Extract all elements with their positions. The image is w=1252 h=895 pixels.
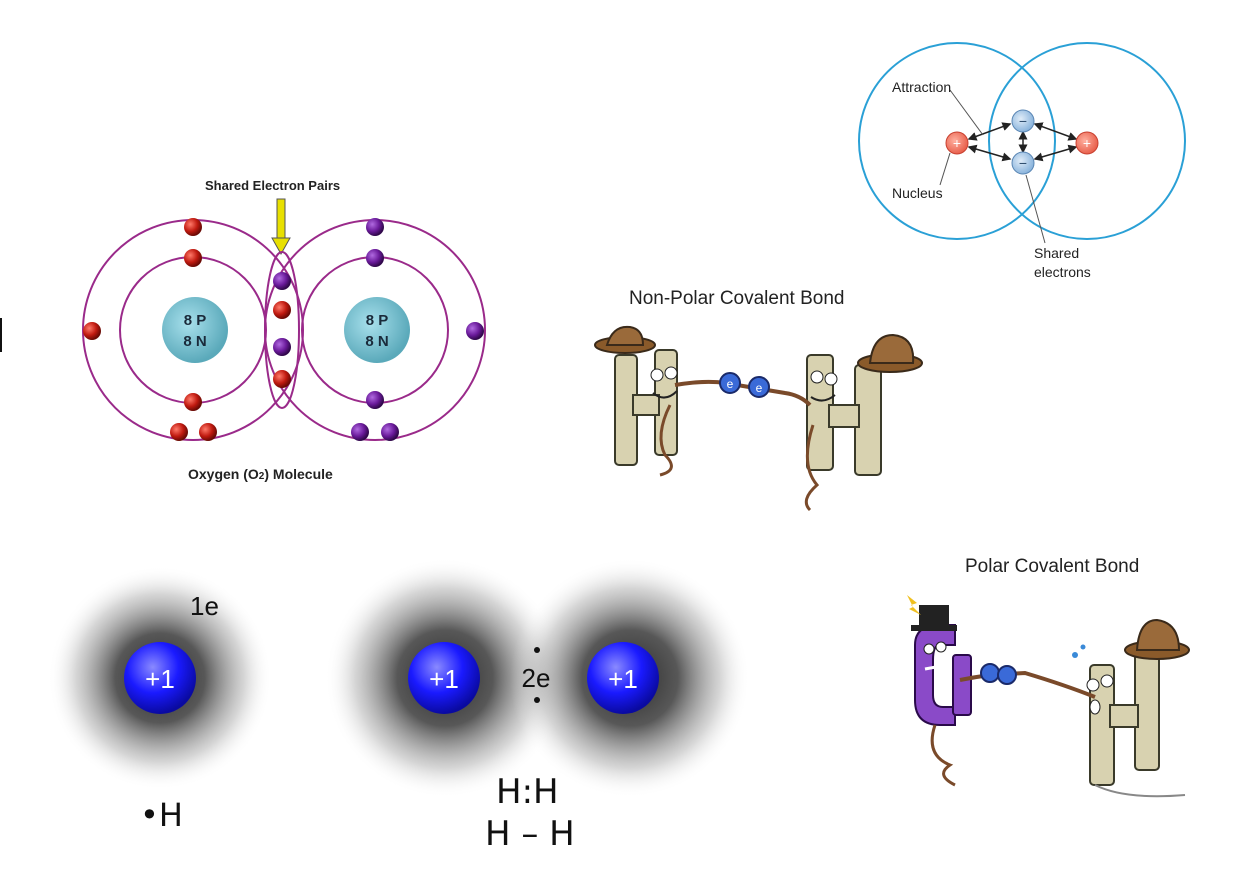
h2-right-nucleus	[587, 642, 659, 714]
attraction-label: Attraction	[892, 79, 952, 95]
electron-2-label: e	[756, 381, 763, 395]
shared-electron-pairs-label: Shared Electron Pairs	[205, 178, 341, 193]
oxygen-svg: 8 P 8 N 8 P 8 N	[82, 198, 486, 441]
polar-cartoon	[907, 595, 1190, 798]
electron-2	[748, 376, 770, 398]
polar-title: Polar Covalent Bond	[965, 556, 1140, 577]
nonpolar-cartoon: e e	[594, 325, 923, 512]
electron-dot-bottom	[534, 697, 540, 703]
cl-character	[907, 595, 972, 787]
shared-electrons-label-2: electrons	[1034, 264, 1091, 280]
shared-electron-top	[1011, 109, 1035, 133]
shared-electrons-label-1: Shared	[1034, 245, 1080, 261]
left-nucleus-neutrons: 8 N	[183, 333, 206, 350]
edge-mark	[0, 318, 2, 352]
oxygen-caption: Oxygen (O2) Molecule	[188, 466, 333, 482]
bond-attraction-svg: + + − −	[858, 42, 1186, 244]
right-nucleus-protons: 8 P	[366, 312, 389, 329]
left-plus: +	[953, 135, 961, 151]
oxygen-caption-subscript: 2	[258, 471, 265, 482]
right-nucleus-neutrons: 8 N	[365, 333, 388, 350]
single-h-symbol: •H	[140, 796, 183, 834]
polar-electron-2	[997, 665, 1017, 685]
h2-left-charge: +1	[429, 664, 459, 694]
single-h-electron-label: 1e	[190, 591, 219, 621]
left-nucleus	[162, 297, 228, 363]
electron-1-label: e	[727, 377, 734, 391]
polar-h-character	[1072, 618, 1190, 798]
shared-pair-arrow	[271, 198, 291, 256]
left-h-character	[594, 325, 678, 466]
electron-1	[719, 372, 741, 394]
hydrogen-diagram: +1 +1 +1 1e 2e	[48, 560, 750, 798]
h2-right-charge: +1	[608, 664, 638, 694]
left-atom-boundary	[858, 42, 1056, 240]
top-minus: −	[1019, 113, 1027, 129]
right-plus: +	[1083, 135, 1091, 151]
single-h-nucleus	[124, 642, 196, 714]
rope	[674, 379, 812, 407]
h2-electrons-label: 2e	[522, 663, 551, 693]
polar-electron-1	[980, 663, 1000, 683]
nucleus-label: Nucleus	[892, 185, 943, 201]
right-h-character	[806, 333, 923, 476]
left-nucleus-protons: 8 P	[184, 312, 207, 329]
oxygen-caption-tail: ) Molecule	[264, 466, 333, 482]
single-h-charge: +1	[145, 664, 175, 694]
left-nucleus-proton	[945, 131, 969, 155]
right-nucleus-proton	[1075, 131, 1099, 155]
polar-rope	[959, 670, 1096, 699]
electron-dot-top	[534, 647, 540, 653]
oxygen-caption-main: Oxygen (O	[188, 466, 259, 482]
h2-left-nucleus	[408, 642, 480, 714]
oxygen-molecule-diagram: Shared Electron Pairs 8 P	[70, 170, 510, 490]
right-nucleus	[344, 297, 410, 363]
bottom-minus: −	[1019, 155, 1027, 171]
nonpolar-title: Non-Polar Covalent Bond	[629, 288, 845, 309]
lewis-dot-structure: H:H	[496, 772, 559, 812]
bond-attraction-diagram: + + − − Attraction Nucleus Shared electr…	[850, 35, 1200, 285]
right-electrons	[273, 218, 484, 441]
shared-orbit	[264, 251, 300, 409]
lewis-line-structure: H – H	[485, 814, 575, 854]
left-electrons	[83, 218, 291, 441]
right-atom-boundary	[988, 42, 1186, 240]
shared-electron-bottom	[1011, 151, 1035, 175]
